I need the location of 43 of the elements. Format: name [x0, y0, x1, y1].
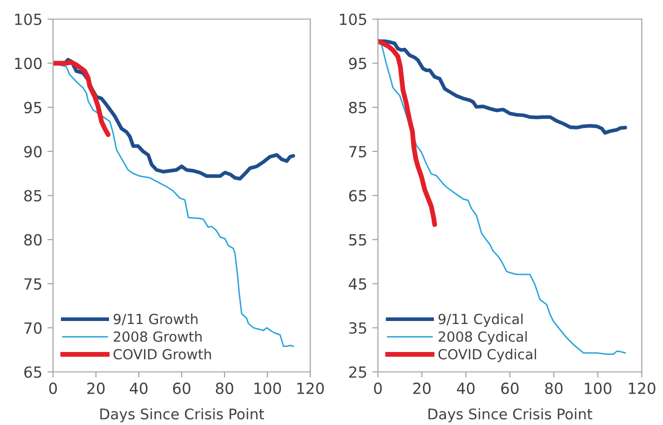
y-tick-label: 85	[349, 102, 366, 114]
x-tick-label: 40	[456, 382, 475, 394]
line-series	[378, 39, 628, 135]
x-axis-title: Days Since Crisis Point	[100, 408, 264, 422]
x-tick-label: 100	[254, 382, 281, 394]
x-tick-label: 0	[374, 382, 382, 394]
x-tick-label: 60	[501, 382, 519, 394]
y-tick-label: 65	[349, 190, 366, 202]
y-tick-label: 105	[15, 14, 42, 26]
x-tick-label: 20	[87, 382, 105, 394]
x-tick-label: 80	[216, 382, 234, 394]
y-tick-label: 105	[340, 14, 366, 26]
x-tick-label: 60	[173, 382, 190, 394]
y-tick-label: 75	[349, 146, 366, 158]
y-tick-label: 95	[24, 102, 42, 114]
x-tick-label: 0	[49, 382, 57, 394]
y-tick-label: 25	[349, 366, 366, 378]
y-tick-label: 95	[349, 58, 366, 70]
legend-label: 9/11 Growth	[114, 313, 198, 326]
line-series	[53, 60, 110, 138]
x-tick-label: 40	[130, 382, 148, 394]
legend-label: 2008 Cydical	[438, 331, 527, 345]
x-axis-title: Days Since Crisis Point	[428, 408, 592, 422]
y-tick-label: 100	[15, 58, 42, 70]
y-tick-label: 80	[24, 234, 42, 246]
x-tick-label: 100	[584, 382, 612, 394]
y-tick-label: 90	[24, 146, 42, 158]
y-tick-label: 55	[349, 234, 366, 246]
x-tick-label: 120	[297, 382, 324, 394]
legend-label: COVID Cydical	[438, 348, 536, 362]
legend-label: 9/11 Cydical	[438, 313, 523, 327]
x-tick-label: 20	[413, 382, 431, 394]
legend-label: 2008 Growth	[114, 331, 202, 342]
y-tick-label: 75	[24, 278, 42, 290]
x-tick-label: 120	[628, 382, 656, 394]
legend-label: COVID Growth	[114, 348, 211, 360]
y-tick-label: 70	[24, 322, 42, 334]
y-tick-label: 45	[348, 278, 366, 290]
y-tick-label: 35	[349, 322, 366, 334]
x-tick-label: 80	[545, 382, 563, 394]
line-series	[378, 38, 438, 227]
y-tick-label: 85	[24, 190, 42, 202]
y-tick-label: 65	[24, 366, 42, 378]
